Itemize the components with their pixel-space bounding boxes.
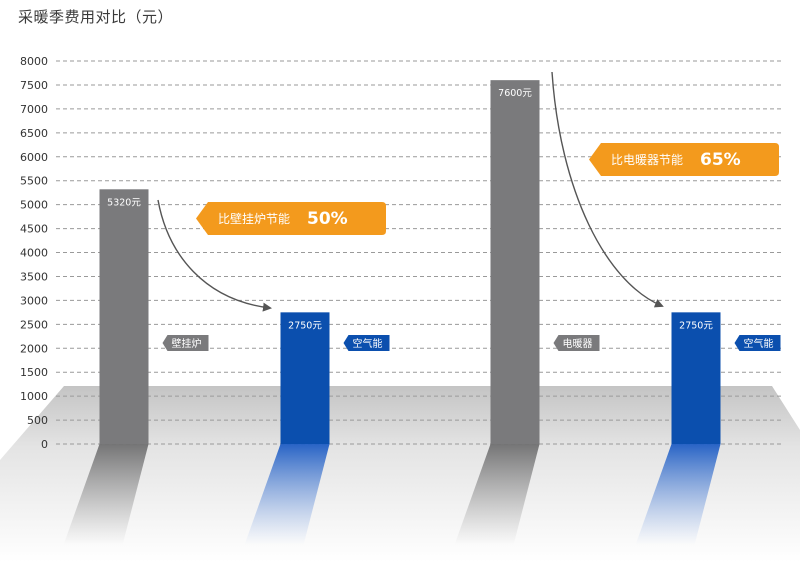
category-label: 电暖器 xyxy=(563,337,593,350)
category-tag xyxy=(734,335,781,351)
floor-plane xyxy=(0,386,800,562)
savings-callout-text: 比壁挂炉节能 xyxy=(218,211,290,226)
category-label: 空气能 xyxy=(353,337,383,350)
y-tick-label: 1500 xyxy=(20,366,48,379)
bar-shadow xyxy=(635,444,721,545)
y-tick-label: 6000 xyxy=(20,151,48,164)
chart-title: 采暖季费用对比（元） xyxy=(18,8,174,26)
y-tick-label: 4500 xyxy=(20,223,48,236)
bar-4 xyxy=(671,312,721,444)
y-tick-label: 1000 xyxy=(20,390,48,403)
y-tick-label: 3500 xyxy=(20,270,48,283)
y-tick-label: 0 xyxy=(41,438,48,451)
bar-value-label: 7600元 xyxy=(498,88,532,99)
y-tick-label: 500 xyxy=(27,414,48,427)
y-tick-label: 8000 xyxy=(20,55,48,68)
bar-1 xyxy=(99,189,149,444)
category-label: 壁挂炉 xyxy=(172,337,202,350)
y-tick-label: 7000 xyxy=(20,103,48,116)
bar-value-label: 2750元 xyxy=(288,320,322,331)
bar-3 xyxy=(490,80,540,445)
y-tick-label: 6500 xyxy=(20,127,48,140)
savings-callout xyxy=(589,143,779,176)
y-tick-label: 5500 xyxy=(20,175,48,188)
savings-arrow xyxy=(551,71,664,308)
category-label: 空气能 xyxy=(744,337,774,350)
y-tick-label: 2500 xyxy=(20,318,48,331)
savings-callout-percent: 65% xyxy=(700,150,741,170)
y-tick-label: 3000 xyxy=(20,294,48,307)
y-tick-label: 2000 xyxy=(20,342,48,355)
bar-shadow xyxy=(454,444,540,545)
category-tag xyxy=(162,335,209,351)
category-tag xyxy=(553,335,600,351)
bar-shadow xyxy=(244,444,330,545)
y-tick-label: 4000 xyxy=(20,247,48,260)
savings-callout-text: 比电暖器节能 xyxy=(611,153,683,167)
savings-callout-percent: 50% xyxy=(307,209,348,229)
bar-2 xyxy=(280,312,330,444)
category-tag xyxy=(343,335,390,351)
bar-value-label: 5320元 xyxy=(107,197,141,208)
bar-shadow xyxy=(63,444,149,545)
y-tick-label: 7500 xyxy=(20,79,48,92)
y-tick-label: 5000 xyxy=(20,199,48,212)
savings-arrow xyxy=(157,199,272,312)
savings-callout xyxy=(196,202,386,235)
bar-value-label: 2750元 xyxy=(679,320,713,331)
